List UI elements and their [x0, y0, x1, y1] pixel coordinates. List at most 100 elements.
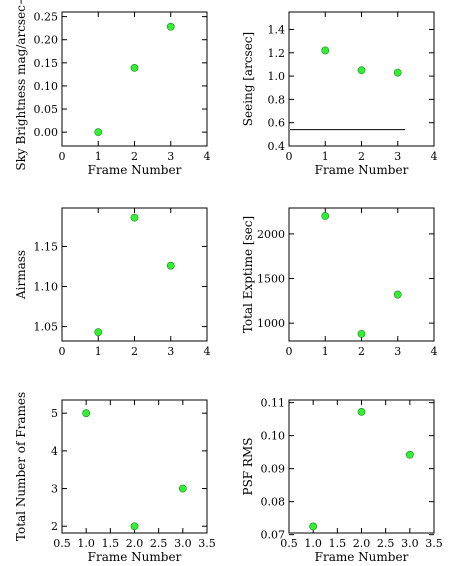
plot-frame — [61, 207, 208, 342]
y-axis-label: Total Number of Frames — [14, 392, 28, 541]
x-tick-label: 1 — [322, 345, 329, 358]
y-tick-label: 0.09 — [261, 463, 286, 476]
y-tick-label: 1.15 — [34, 240, 59, 253]
y-tick-label: 2000 — [257, 228, 285, 241]
x-tick-label: 4 — [204, 345, 211, 358]
y-tick-label: 1.10 — [34, 281, 59, 294]
x-tick-label: 3 — [394, 150, 401, 163]
y-tick-label: 0.8 — [268, 93, 286, 106]
y-tick-label: 0.00 — [34, 126, 59, 139]
x-tick-label: 2.0 — [126, 537, 144, 550]
y-tick-label: 1.05 — [34, 321, 59, 334]
data-point — [166, 22, 175, 31]
x-tick-label: 3.5 — [425, 537, 443, 550]
chart-2: 0 1 2 3 4 0.4 0.6 0.8 1.0 1.2 1.4 Frame Number Seein… — [241, 11, 438, 177]
y-tick-label: 5 — [51, 407, 58, 420]
x-axis-label: Frame Number — [315, 163, 409, 177]
data-point — [82, 409, 91, 418]
x-tick-label: 2 — [358, 345, 365, 358]
x-tick-label: 0 — [59, 150, 66, 163]
y-tick-label: 2 — [51, 520, 58, 533]
x-axis-label: Frame Number — [88, 550, 182, 564]
x-tick-label: 3 — [167, 150, 174, 163]
chart-6: 0.5 1.0 1.5 2.0 2.5 3.0 3.5 0.07 0.08 0.09 0.10 0.1… — [241, 397, 443, 564]
y-tick-label: 0.4 — [268, 140, 286, 153]
chart-3: 0 1 2 3 4 1.05 1.10 1.15 Airmass — [14, 207, 211, 358]
data-point — [393, 68, 402, 77]
y-tick-label: 0.25 — [34, 11, 59, 24]
x-tick-label: 4 — [204, 150, 211, 163]
y-tick-label: 0.20 — [34, 34, 59, 47]
data-point — [130, 64, 139, 72]
plot-frame — [61, 11, 208, 147]
x-tick-label: 3.0 — [401, 537, 419, 550]
chart-1: 0 1 2 3 4 0.00 0.05 0.10 0.15 0.20 0.25 Frame Numbe… — [14, 0, 211, 177]
data-point — [94, 328, 103, 337]
x-tick-label: 2.5 — [377, 537, 395, 550]
x-tick-label: 1.0 — [77, 537, 95, 550]
data-point — [357, 329, 366, 338]
x-tick-label: 1.5 — [102, 537, 120, 550]
x-tick-label: 3.5 — [198, 537, 216, 550]
x-tick-label: 2 — [131, 150, 138, 163]
data-point — [393, 290, 402, 299]
data-point — [130, 213, 139, 222]
y-tick-label: 1500 — [257, 273, 285, 286]
y-axis-label: Total Exptime [sec] — [241, 216, 255, 333]
x-tick-label: 0 — [59, 345, 66, 358]
x-tick-label: 0 — [286, 345, 293, 358]
x-tick-label: 1 — [95, 345, 102, 358]
y-axis-label: Seeing [arcsec] — [241, 32, 255, 126]
data-point — [94, 128, 103, 137]
y-tick-label: 3 — [51, 483, 58, 496]
x-tick-label: 2.5 — [150, 537, 168, 550]
x-tick-label: 2.0 — [353, 537, 371, 550]
y-tick-label: 0.08 — [261, 496, 286, 509]
data-point — [178, 484, 187, 493]
y-axis-label: PSF RMS — [241, 438, 255, 496]
plot-frame — [61, 399, 208, 534]
y-tick-label: 1.2 — [268, 47, 286, 60]
y-tick-label: 1.4 — [268, 23, 286, 36]
plot-frame — [288, 11, 435, 147]
chart-5: 0.5 1.0 1.5 2.0 2.5 3.0 3.5 2 3 4 5 Frame Number Tot… — [14, 392, 216, 564]
plot-frame — [288, 399, 435, 534]
data-point — [130, 522, 139, 531]
y-tick-label: 1000 — [257, 317, 285, 330]
x-tick-label: 2 — [358, 150, 365, 163]
x-tick-label: 0.5 — [280, 537, 298, 550]
x-axis-label: Frame Number — [88, 163, 182, 177]
x-tick-label: 1 — [322, 150, 329, 163]
plot-frame — [288, 207, 435, 342]
x-tick-label: 1.5 — [329, 537, 347, 550]
data-point — [357, 407, 366, 416]
y-tick-label: 4 — [51, 445, 58, 458]
y-tick-label: 0.6 — [268, 117, 286, 130]
data-point — [309, 522, 318, 531]
x-tick-label: 3.0 — [174, 537, 192, 550]
x-tick-label: 4 — [431, 150, 438, 163]
x-tick-label: 4 — [431, 345, 438, 358]
y-tick-label: 0.05 — [34, 103, 59, 116]
y-tick-label: 0.15 — [34, 57, 59, 70]
y-tick-label: 0.10 — [261, 430, 286, 443]
y-tick-label: 0.07 — [261, 529, 286, 542]
x-tick-label: 0.5 — [53, 537, 71, 550]
x-tick-label: 1.0 — [304, 537, 322, 550]
x-axis-label: Frame Number — [315, 550, 409, 564]
y-axis-label: Sky Brightness mag/arcsec−2 — [14, 0, 28, 171]
data-point — [405, 450, 414, 459]
y-tick-label: 0.11 — [261, 397, 286, 410]
x-tick-label: 1 — [95, 150, 102, 163]
x-tick-label: 0 — [286, 150, 293, 163]
data-point — [321, 46, 330, 55]
y-tick-label: 0.10 — [34, 80, 59, 93]
data-point — [321, 212, 330, 220]
x-tick-label: 3 — [394, 345, 401, 358]
data-point — [166, 261, 175, 270]
y-tick-label: 1.0 — [268, 70, 286, 83]
data-point — [357, 66, 366, 75]
x-tick-label: 2 — [131, 345, 138, 358]
